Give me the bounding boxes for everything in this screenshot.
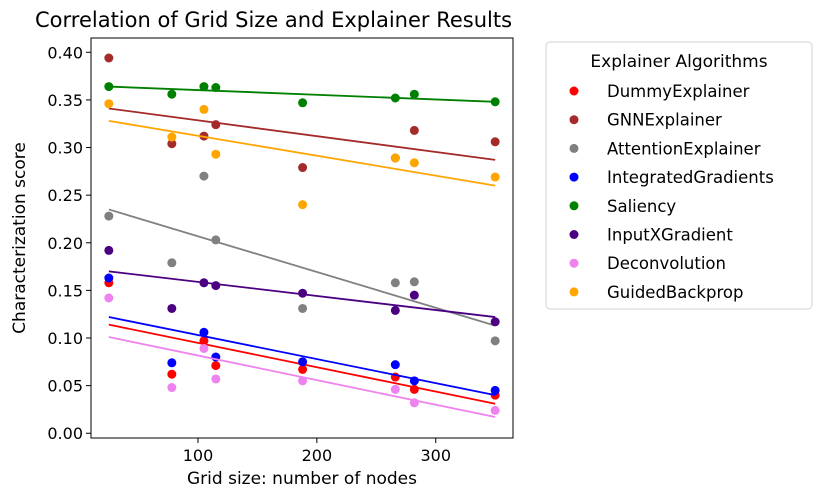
point-integratedgradients (167, 358, 177, 368)
y-tick-label: 0.40 (47, 43, 83, 62)
legend-label-inputxgradient: InputXGradient (607, 226, 733, 245)
point-gnnexplainer (167, 139, 177, 149)
point-inputxgradient (298, 288, 308, 298)
legend: Explainer Algorithms DummyExplainer GNNEx… (545, 41, 813, 310)
point-attentionexplainer (409, 277, 419, 287)
chart-title: Correlation of Grid Size and Explainer R… (35, 8, 512, 32)
y-tick-label: 0.10 (47, 329, 83, 348)
point-guidedbackprop (409, 158, 419, 168)
y-tick-label: 0.25 (47, 186, 83, 205)
point-integratedgradients (199, 327, 209, 337)
point-attentionexplainer (390, 278, 400, 288)
legend-label-attentionexplainer: AttentionExplainer (607, 139, 761, 158)
point-gnnexplainer (409, 125, 419, 135)
point-gnnexplainer (104, 53, 114, 63)
legend-marker-attentionexplainer (569, 143, 579, 153)
point-attentionexplainer (167, 258, 177, 268)
y-tick-label: 0.20 (47, 234, 83, 253)
point-guidedbackprop (490, 172, 500, 182)
point-guidedbackprop (167, 132, 177, 142)
point-guidedbackprop (199, 104, 209, 114)
legend-label-gnnexplainer: GNNExplainer (607, 111, 722, 130)
y-tick-label: 0.05 (47, 377, 83, 396)
point-saliency (167, 89, 177, 99)
point-inputxgradient (390, 305, 400, 315)
legend-marker-saliency (569, 201, 579, 211)
point-saliency (298, 98, 308, 108)
y-axis-label: Characterization score (10, 142, 30, 334)
point-deconvolution (211, 374, 221, 384)
legend-label-deconvolution: Deconvolution (607, 254, 726, 273)
trendline-integratedgradients (108, 316, 496, 397)
point-dummyexplainer (211, 361, 221, 371)
legend-label-integratedgradients: IntegratedGradients (607, 168, 774, 187)
point-attentionexplainer (104, 211, 114, 221)
x-tick-label: 300 (420, 446, 451, 465)
y-tick-label: 0.30 (47, 139, 83, 158)
point-integratedgradients (104, 273, 114, 283)
x-axis-label: Grid size: number of nodes (187, 469, 417, 489)
legend-marker-guidedbackprop (569, 287, 579, 297)
point-saliency (199, 82, 209, 92)
legend-marker-dummyexplainer (569, 86, 579, 96)
trendline-attentionexplainer (108, 208, 496, 327)
point-guidedbackprop (390, 153, 400, 163)
point-guidedbackprop (104, 99, 114, 109)
point-integratedgradients (298, 357, 308, 367)
point-guidedbackprop (211, 149, 221, 159)
point-attentionexplainer (199, 171, 209, 181)
legend-marker-deconvolution (569, 258, 579, 268)
trendline-gnnexplainer (108, 107, 496, 161)
x-tick-label: 200 (302, 446, 333, 465)
point-integratedgradients (490, 385, 500, 395)
point-inputxgradient (409, 290, 419, 300)
point-saliency (211, 83, 221, 93)
point-deconvolution (490, 405, 500, 415)
point-attentionexplainer (298, 303, 308, 313)
point-inputxgradient (211, 281, 221, 291)
trendline-saliency (108, 85, 496, 103)
legend-label-saliency: Saliency (607, 197, 676, 216)
y-tick-label: 0.00 (47, 424, 83, 443)
point-deconvolution (298, 376, 308, 386)
point-deconvolution (167, 383, 177, 393)
point-inputxgradient (104, 245, 114, 255)
point-gnnexplainer (298, 163, 308, 173)
point-guidedbackprop (298, 200, 308, 210)
plot-frame (90, 37, 514, 439)
legend-label-guidedbackprop: GuidedBackprop (607, 283, 743, 302)
legend-title: Explainer Algorithms (590, 52, 767, 72)
legend-marker-integratedgradients (569, 172, 579, 182)
trendline-guidedbackprop (108, 119, 496, 187)
legend-marker-gnnexplainer (569, 115, 579, 125)
point-deconvolution (104, 293, 114, 303)
point-deconvolution (390, 384, 400, 394)
point-dummyexplainer (167, 369, 177, 379)
y-tick-label: 0.15 (47, 281, 83, 300)
trendline-inputxgradient (108, 270, 496, 318)
point-gnnexplainer (490, 137, 500, 147)
point-attentionexplainer (490, 336, 500, 346)
point-integratedgradients (390, 360, 400, 370)
point-inputxgradient (490, 317, 500, 327)
legend-label-dummyexplainer: DummyExplainer (607, 82, 750, 101)
legend-marker-inputxgradient (569, 230, 579, 239)
legend-box (545, 41, 813, 310)
x-tick-label: 100 (183, 446, 214, 465)
trendline-deconvolution (108, 336, 496, 418)
point-dummyexplainer (298, 364, 308, 374)
point-saliency (409, 89, 419, 99)
point-inputxgradient (167, 303, 177, 313)
y-tick-label: 0.35 (47, 91, 83, 110)
point-deconvolution (199, 343, 209, 353)
